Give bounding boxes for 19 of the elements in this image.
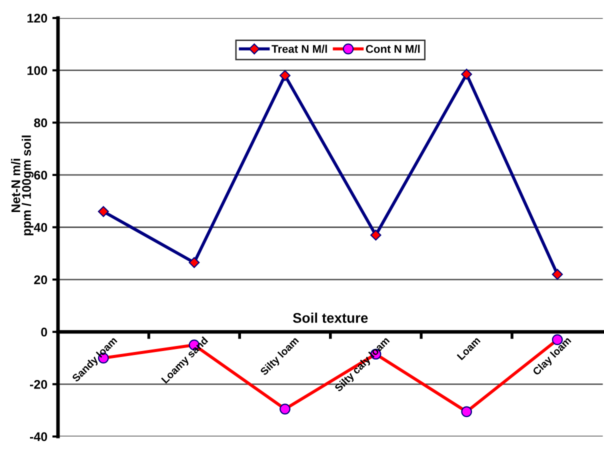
y-tick-label: 20: [34, 275, 48, 284]
y-tick-label: 100: [28, 66, 48, 75]
y-tick-label: 0: [41, 328, 48, 337]
point: [370, 230, 382, 241]
point: [98, 206, 109, 218]
point: [552, 268, 563, 280]
point: [461, 68, 472, 80]
legend-label: Cont N M/l: [366, 44, 420, 54]
y-tick-label: 60: [34, 170, 48, 180]
point: [280, 70, 290, 82]
y-tick-label: -40: [30, 432, 48, 442]
point: [188, 257, 200, 268]
x-axis-title: Soil texture: [292, 312, 368, 323]
y-tick-label: 40: [34, 223, 48, 232]
y-tick-label: 80: [34, 118, 48, 128]
y-tick-label: -20: [30, 380, 48, 389]
y-axis-title: Net-N m/i ppm / 100gm soil: [11, 136, 34, 236]
legend-label: Treat N M/l: [272, 44, 327, 54]
y-tick-label: 120: [28, 14, 48, 23]
